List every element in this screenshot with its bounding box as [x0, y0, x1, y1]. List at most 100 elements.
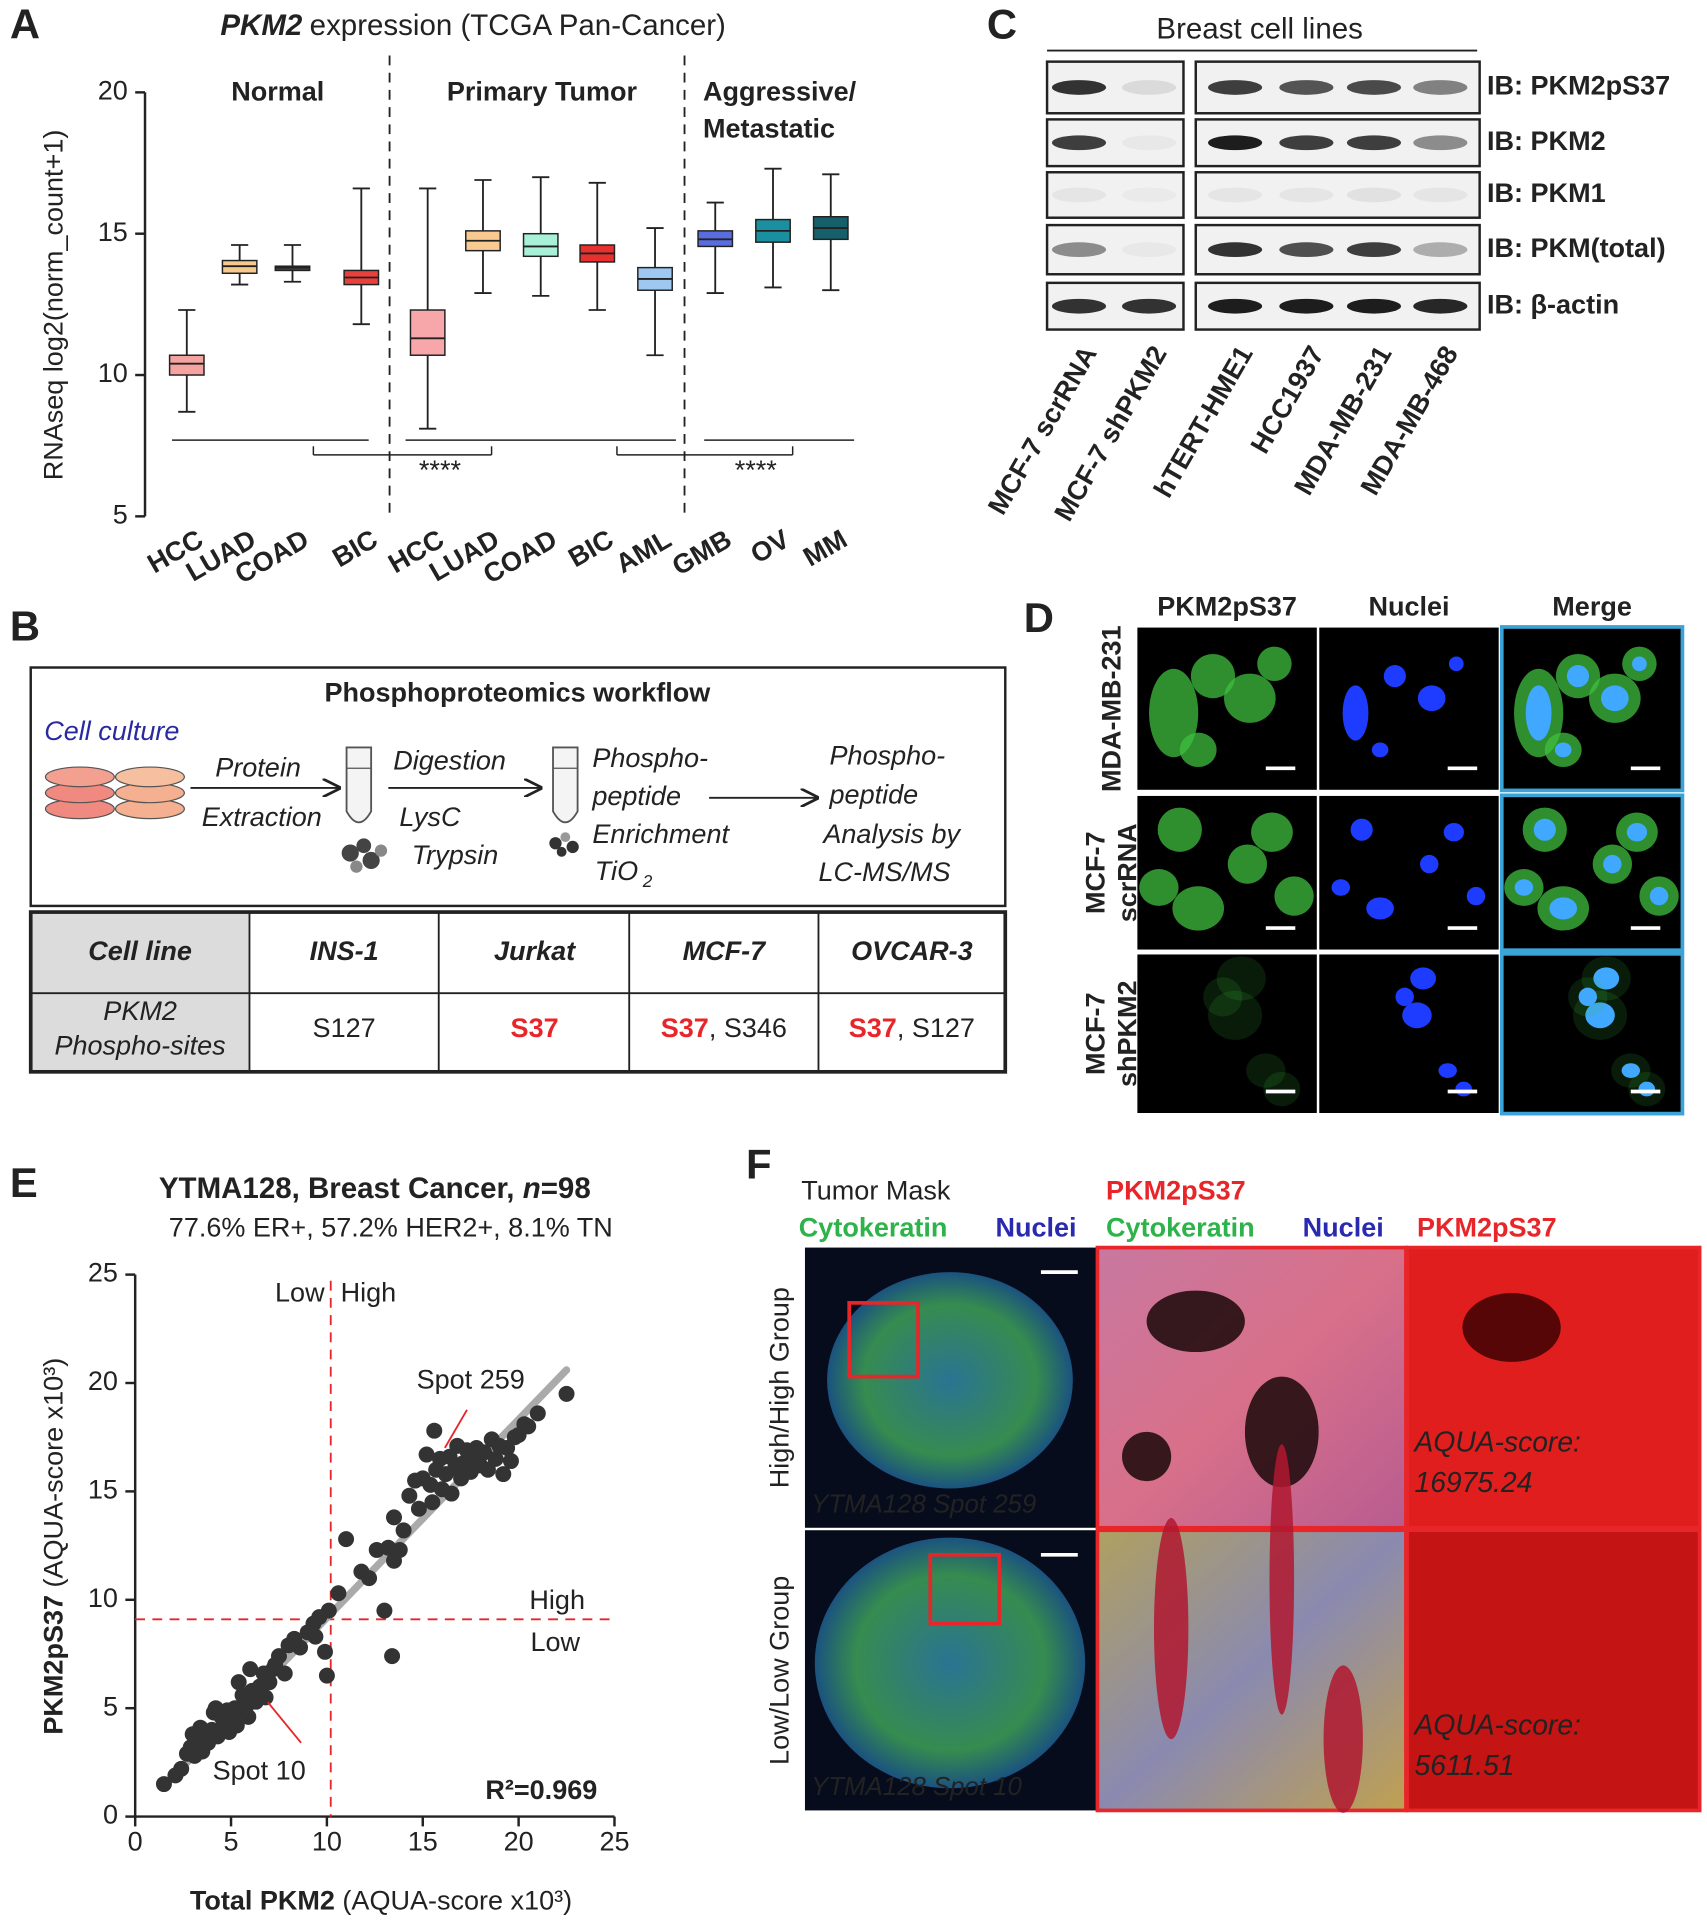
x-tick-label: MM	[798, 524, 852, 572]
blot-band	[1279, 298, 1334, 314]
blot-row-label: IB: PKM2pS37	[1487, 71, 1670, 101]
blot-row-label: IB: β-actin	[1487, 289, 1619, 319]
point	[506, 1429, 523, 1446]
y-axis-label: RNAseq log2(norm_count+1)	[38, 130, 68, 481]
blot-band	[1413, 80, 1468, 95]
threshold-label: High	[341, 1277, 397, 1307]
point	[502, 1453, 519, 1470]
table-header: MCF-7	[683, 936, 768, 966]
blot-band	[1346, 298, 1401, 314]
x-axis-label-unit: (AQUA-score x10³)	[335, 1886, 572, 1916]
y-tick-label: 10	[98, 358, 128, 388]
nucleus	[1395, 987, 1414, 1007]
group-label: Metastatic	[703, 114, 835, 144]
nucleus	[1371, 742, 1389, 758]
cell-stain	[1251, 812, 1293, 852]
nucleus	[1603, 854, 1622, 874]
point	[443, 1485, 460, 1502]
point	[316, 1643, 333, 1660]
score-label: AQUA-score:	[1413, 1708, 1581, 1740]
box	[409, 309, 446, 356]
tissue-label: Cytokeratin	[1106, 1212, 1255, 1242]
workflow-step: TiO	[595, 856, 638, 886]
box	[168, 354, 205, 376]
subscript: 2	[642, 871, 653, 891]
x-tick-label: 0	[128, 1827, 143, 1857]
tissue-feature	[1122, 1431, 1172, 1482]
cell-stain	[1246, 1053, 1286, 1088]
title-part: n	[523, 1172, 541, 1205]
cell-stain	[1263, 1071, 1301, 1107]
cell-part: S127	[313, 1013, 376, 1043]
dishes	[44, 766, 185, 820]
nucleus	[1410, 967, 1437, 990]
column-header: PKM2pS37	[1157, 592, 1297, 622]
cell-stain	[1179, 732, 1217, 768]
micrograph	[1499, 952, 1685, 1116]
y-tick-label: 0	[103, 1800, 118, 1830]
row-label: MCF-7	[1081, 992, 1111, 1075]
point	[257, 1689, 274, 1706]
spot-label: YTMA128 Spot 259	[811, 1490, 1036, 1518]
threshold-label: High	[529, 1585, 585, 1615]
title-part: =98	[541, 1172, 591, 1205]
annotation-line	[444, 1409, 468, 1449]
column-header: Nuclei	[1368, 592, 1449, 622]
tissue-feature	[1153, 1517, 1189, 1740]
table-header: Cell line	[88, 936, 192, 966]
table-header: INS-1	[310, 936, 379, 966]
x-axis-label-main: Total PKM2	[190, 1886, 335, 1916]
point	[384, 1648, 401, 1665]
point	[242, 1661, 259, 1678]
workflow-title: Phosphoproteomics workflow	[325, 678, 712, 708]
significance: ****	[419, 455, 462, 485]
table	[28, 910, 1008, 1074]
workflow-step: peptide	[591, 781, 681, 811]
nucleus	[1402, 1002, 1432, 1029]
annotation: Spot 10	[213, 1755, 306, 1785]
micrograph	[1136, 953, 1319, 1115]
table-cell: S37	[511, 1013, 559, 1043]
point	[495, 1466, 512, 1483]
workflow-step: Enrichment	[592, 819, 730, 849]
workflow-step: Digestion	[393, 745, 506, 775]
nucleus	[1549, 897, 1578, 920]
point	[280, 1637, 297, 1654]
workflow-step: Cell culture	[44, 716, 179, 746]
cell-part: , S127	[897, 1013, 975, 1043]
nucleus	[1342, 685, 1369, 741]
blot-band	[1279, 80, 1334, 95]
threshold-label: Low	[530, 1627, 580, 1657]
table-cell: S127	[313, 1013, 376, 1043]
cell-stain	[1190, 653, 1236, 699]
workflow-step: LysC	[399, 802, 461, 832]
tissue-label: Cytokeratin	[799, 1212, 948, 1242]
point	[410, 1500, 427, 1517]
x-tick-label: 25	[599, 1827, 629, 1857]
blot-frame	[1045, 171, 1185, 219]
point	[320, 1602, 337, 1619]
point	[529, 1405, 546, 1422]
point	[338, 1531, 355, 1548]
group-label: Aggressive/	[703, 77, 857, 107]
y-tick-label: 10	[88, 1583, 118, 1613]
blot-band	[1279, 135, 1334, 151]
panel-label: A	[10, 0, 40, 47]
table-border	[28, 910, 1008, 1074]
box	[522, 232, 559, 258]
roi-box	[928, 1552, 1001, 1626]
score-value: 5611.51	[1415, 1749, 1515, 1781]
point	[361, 1570, 378, 1587]
tissue-core	[827, 1272, 1073, 1489]
y-tick-label: 5	[103, 1691, 118, 1721]
threshold-label: Low	[275, 1277, 325, 1307]
nucleus	[1649, 886, 1669, 906]
blot-band	[1413, 135, 1468, 151]
table-row-label: Phospho-sites	[54, 1030, 225, 1060]
workflow-box	[29, 666, 1007, 908]
blot-row-label: IB: PKM2	[1487, 126, 1606, 156]
point	[318, 1667, 335, 1684]
blot-band	[1208, 80, 1263, 95]
title-part: YTMA128, Breast Cancer,	[159, 1172, 523, 1205]
